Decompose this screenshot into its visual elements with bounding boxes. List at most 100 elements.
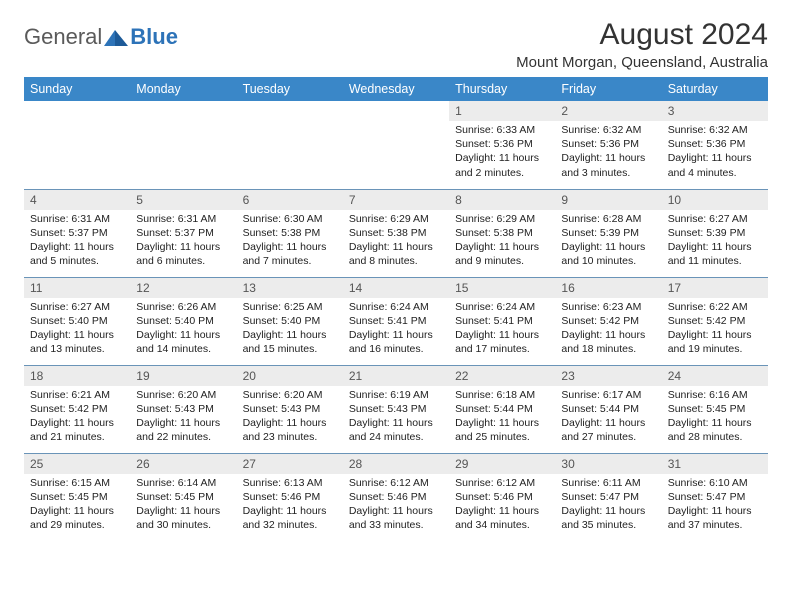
sunset-line: Sunset: 5:43 PM (136, 403, 214, 415)
day-info: Sunrise: 6:33 AMSunset: 5:36 PMDaylight:… (449, 121, 555, 184)
sunset-line: Sunset: 5:44 PM (561, 403, 639, 415)
sunset-line: Sunset: 5:40 PM (30, 315, 108, 327)
calendar-cell: 13Sunrise: 6:25 AMSunset: 5:40 PMDayligh… (237, 277, 343, 365)
calendar-cell: 21Sunrise: 6:19 AMSunset: 5:43 PMDayligh… (343, 365, 449, 453)
calendar-cell: 19Sunrise: 6:20 AMSunset: 5:43 PMDayligh… (130, 365, 236, 453)
calendar-table: Sunday Monday Tuesday Wednesday Thursday… (24, 77, 768, 541)
daylight-line: Daylight: 11 hours and 16 minutes. (349, 329, 433, 355)
sunrise-line: Sunrise: 6:30 AM (243, 213, 323, 225)
calendar-cell: 10Sunrise: 6:27 AMSunset: 5:39 PMDayligh… (662, 189, 768, 277)
calendar-header-row: Sunday Monday Tuesday Wednesday Thursday… (24, 77, 768, 101)
day-info: Sunrise: 6:17 AMSunset: 5:44 PMDaylight:… (555, 386, 661, 449)
daylight-line: Daylight: 11 hours and 10 minutes. (561, 241, 645, 267)
daylight-line: Daylight: 11 hours and 27 minutes. (561, 417, 645, 443)
day-info: Sunrise: 6:27 AMSunset: 5:39 PMDaylight:… (662, 210, 768, 273)
sunrise-line: Sunrise: 6:14 AM (136, 477, 216, 489)
sunrise-line: Sunrise: 6:32 AM (561, 124, 641, 136)
logo-text-1: General (24, 24, 102, 50)
day-info: Sunrise: 6:27 AM Sunset: 5:40 PM Daylight:… (24, 298, 130, 361)
daylight-line: Daylight: 11 hours and 13 minutes. (30, 329, 114, 355)
calendar-cell: 26 Sunrise: 6:14 AM Sunset: 5:45 PM Dayligh… (130, 453, 236, 541)
daylight-line: Daylight: 11 hours and 24 minutes. (349, 417, 433, 443)
sunset-line: Sunset: 5:46 PM (349, 491, 427, 503)
calendar-cell: 28Sunrise: 6:12 AMSunset: 5:46 PMDayligh… (343, 453, 449, 541)
sunrise-line: Sunrise: 6:16 AM (668, 389, 748, 401)
sunrise-line: Sunrise: 6:20 AM (243, 389, 323, 401)
sunrise-line: Sunrise: 6:11 AM (561, 477, 640, 489)
day-number: 17 (662, 278, 768, 298)
calendar-week-row: ....1Sunrise: 6:33 AMSunset: 5:36 PMDayl… (24, 101, 768, 189)
dayname-thursday: Thursday (449, 77, 555, 101)
sunset-line: Sunset: 5:45 PM (668, 403, 746, 415)
daylight-line: Daylight: 11 hours and 5 minutes. (30, 241, 114, 267)
daylight-line: Daylight: 11 hours and 18 minutes. (561, 329, 645, 355)
calendar-cell: 7Sunrise: 6:29 AMSunset: 5:38 PMDaylight… (343, 189, 449, 277)
calendar-cell: 4Sunrise: 6:31 AMSunset: 5:37 PMDaylight… (24, 189, 130, 277)
sunset-line: Sunset: 5:36 PM (668, 138, 746, 150)
logo: General Blue (24, 18, 178, 50)
day-number: 6 (237, 190, 343, 210)
day-number: 5 (130, 190, 236, 210)
sunrise-line: Sunrise: 6:27 AM (30, 301, 110, 313)
calendar-body: ....1Sunrise: 6:33 AMSunset: 5:36 PMDayl… (24, 101, 768, 541)
day-number: 14 (343, 278, 449, 298)
day-info: Sunrise: 6:24 AMSunset: 5:41 PMDaylight:… (449, 298, 555, 361)
sunset-line: Sunset: 5:38 PM (455, 227, 533, 239)
day-number: 22 (449, 366, 555, 386)
calendar-cell: 25Sunrise: 6:15 AMSunset: 5:45 PMDayligh… (24, 453, 130, 541)
daylight-line: Daylight: 11 hours and 37 minutes. (668, 505, 752, 531)
calendar-week-row: 4Sunrise: 6:31 AMSunset: 5:37 PMDaylight… (24, 189, 768, 277)
dayname-friday: Friday (555, 77, 661, 101)
logo-text-2: Blue (130, 24, 178, 50)
day-number: 13 (237, 278, 343, 298)
day-number: 23 (555, 366, 661, 386)
daylight-line: Daylight: 11 hours and 34 minutes. (455, 505, 539, 531)
calendar-cell: 9Sunrise: 6:28 AMSunset: 5:39 PMDaylight… (555, 189, 661, 277)
sunset-line: Sunset: 5:45 PM (136, 491, 214, 503)
daylight-line: Daylight: 11 hours and 30 minutes. (136, 505, 220, 531)
daylight-line: Daylight: 11 hours and 14 minutes. (136, 329, 220, 355)
calendar-cell: . (130, 101, 236, 189)
day-number: 16 (555, 278, 661, 298)
sunset-line: Sunset: 5:38 PM (243, 227, 321, 239)
sunset-line: Sunset: 5:36 PM (455, 138, 533, 150)
sunset-line: Sunset: 5:47 PM (561, 491, 639, 503)
calendar-week-row: 18Sunrise: 6:21 AMSunset: 5:42 PMDayligh… (24, 365, 768, 453)
sunset-line: Sunset: 5:42 PM (561, 315, 639, 327)
daylight-line: Daylight: 11 hours and 25 minutes. (455, 417, 539, 443)
day-info: Sunrise: 6:31 AM Sunset: 5:37 PM Daylight:… (24, 210, 130, 273)
daylight-line: Daylight: 11 hours and 33 minutes. (349, 505, 433, 531)
day-info: Sunrise: 6:23 AMSunset: 5:42 PMDaylight:… (555, 298, 661, 361)
day-number: 26 (130, 454, 236, 474)
sunrise-line: Sunrise: 6:24 AM (349, 301, 429, 313)
calendar-cell: 2Sunrise: 6:32 AMSunset: 5:36 PMDaylight… (555, 101, 661, 189)
day-info: Sunrise: 6:11 AMSunset: 5:47 PMDaylight:… (555, 474, 661, 537)
day-number: 29 (449, 454, 555, 474)
daylight-line: Daylight: 11 hours and 32 minutes. (243, 505, 327, 531)
sunset-line: Sunset: 5:43 PM (243, 403, 321, 415)
sunset-line: Sunset: 5:41 PM (455, 315, 533, 327)
daylight-line: Daylight: 11 hours and 8 minutes. (349, 241, 433, 267)
day-info: Sunrise: 6:32 AMSunset: 5:36 PMDaylight:… (555, 121, 661, 184)
day-info: Sunrise: 6:28 AMSunset: 5:39 PMDaylight:… (555, 210, 661, 273)
sunset-line: Sunset: 5:37 PM (30, 227, 108, 239)
day-info: Sunrise: 6:13 AMSunset: 5:46 PMDaylight:… (237, 474, 343, 537)
calendar-cell: 5Sunrise: 6:31 AMSunset: 5:37 PMDaylight… (130, 189, 236, 277)
calendar-cell: 23Sunrise: 6:17 AMSunset: 5:44 PMDayligh… (555, 365, 661, 453)
day-info: Sunrise: 6:32 AMSunset: 5:36 PMDaylight:… (662, 121, 768, 184)
calendar-cell: 29Sunrise: 6:12 AMSunset: 5:46 PMDayligh… (449, 453, 555, 541)
day-info: Sunrise: 6:12 AMSunset: 5:46 PMDaylight:… (449, 474, 555, 537)
sunrise-line: Sunrise: 6:31 AM (30, 213, 110, 225)
sunset-line: Sunset: 5:47 PM (668, 491, 746, 503)
day-number: 24 (662, 366, 768, 386)
calendar-cell: . (343, 101, 449, 189)
sunrise-line: Sunrise: 6:26 AM (136, 301, 216, 313)
calendar-cell: 18Sunrise: 6:21 AMSunset: 5:42 PMDayligh… (24, 365, 130, 453)
day-info: Sunrise: 6:31 AMSunset: 5:37 PMDaylight:… (130, 210, 236, 273)
calendar-cell: 30Sunrise: 6:11 AMSunset: 5:47 PMDayligh… (555, 453, 661, 541)
dayname-tuesday: Tuesday (237, 77, 343, 101)
daylight-line: Daylight: 11 hours and 6 minutes. (136, 241, 220, 267)
sunrise-line: Sunrise: 6:28 AM (561, 213, 641, 225)
sunset-line: Sunset: 5:43 PM (349, 403, 427, 415)
sunrise-line: Sunrise: 6:25 AM (243, 301, 323, 313)
